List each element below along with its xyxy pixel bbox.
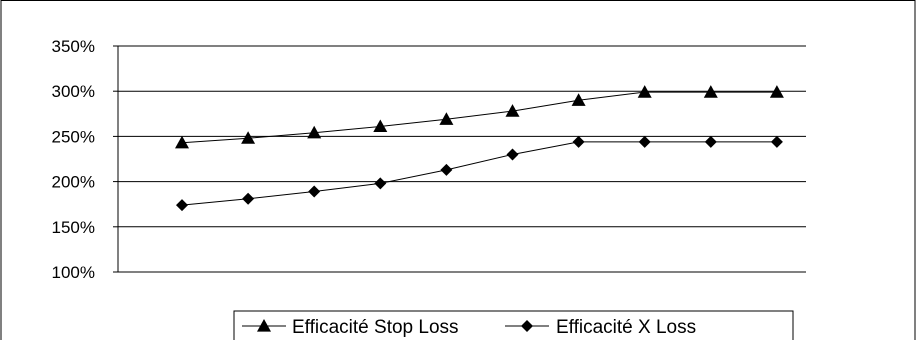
- y-tick-label: 100%: [52, 263, 95, 282]
- triangle-point: [769, 85, 784, 98]
- triangle-point: [571, 93, 586, 106]
- triangle-point: [307, 125, 322, 139]
- diamond-point: [242, 192, 255, 205]
- diamond-point: [440, 163, 453, 176]
- triangle-point: [637, 85, 652, 98]
- series-1: [175, 85, 784, 149]
- series-line: [181, 141, 777, 206]
- diamond-point: [572, 135, 585, 148]
- y-tick-label: 200%: [52, 173, 95, 192]
- y-tick-label: 350%: [52, 37, 95, 56]
- diamond-point: [638, 135, 651, 148]
- triangle-point: [373, 119, 388, 133]
- axes: [113, 45, 806, 273]
- y-tick-label: 150%: [52, 218, 95, 237]
- triangle-point: [505, 104, 520, 117]
- triangle-point: [703, 85, 718, 98]
- series-line: [181, 91, 777, 144]
- triangle-point: [439, 112, 454, 125]
- legend: Efficacité Stop Loss Efficacité X Loss: [233, 310, 794, 345]
- legend-box: [233, 310, 794, 345]
- triangle-point: [241, 131, 256, 144]
- y-tick-label: 250%: [52, 127, 95, 146]
- y-tick-labels: 100% 150% 200% 250% 300% 350%: [52, 37, 95, 282]
- y-tick-label: 300%: [52, 82, 95, 101]
- triangle-point: [175, 135, 189, 149]
- series-2: [176, 135, 783, 212]
- diamond-point: [374, 177, 387, 190]
- legend-triangle-icon: [257, 319, 271, 332]
- legend-diamond-icon: [521, 320, 533, 332]
- diamond-point: [770, 135, 783, 148]
- diamond-point: [308, 185, 321, 198]
- legend-label: Efficacité Stop Loss: [292, 317, 459, 338]
- grid-lines: [118, 45, 806, 228]
- legend-label: Efficacité X Loss: [556, 317, 696, 338]
- diamond-point: [506, 148, 519, 161]
- series-lines: [175, 85, 784, 212]
- diamond-point: [704, 135, 717, 148]
- diamond-point: [176, 199, 188, 212]
